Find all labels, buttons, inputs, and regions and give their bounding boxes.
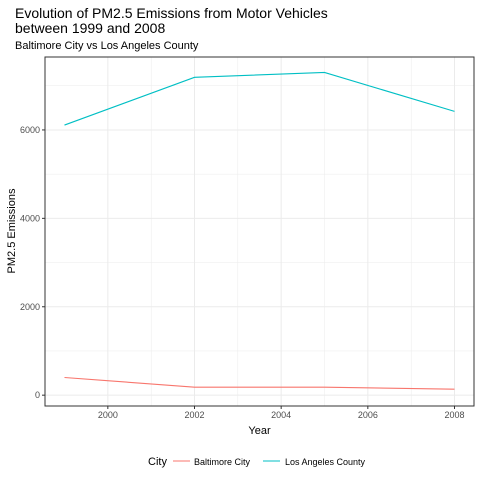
panel-border bbox=[44, 56, 475, 407]
x-tick-label: 2006 bbox=[358, 410, 378, 420]
x-tick-label: 2000 bbox=[98, 410, 118, 420]
x-tick-label: 2004 bbox=[271, 410, 291, 420]
legend-label: Baltimore City bbox=[194, 457, 251, 467]
y-axis-ticks: 0 2000 4000 6000 bbox=[20, 125, 45, 400]
legend-title: City bbox=[148, 456, 167, 468]
series-lines bbox=[64, 71, 455, 390]
legend: City Baltimore City Los Angeles County bbox=[148, 456, 366, 468]
series-line-baltimore-city bbox=[64, 376, 455, 390]
y-axis-title: PM2.5 Emissions bbox=[6, 188, 18, 273]
y-tick-label: 2000 bbox=[20, 302, 40, 312]
x-tick-label: 2008 bbox=[444, 410, 464, 420]
y-tick-label: 6000 bbox=[20, 125, 40, 135]
series-line-los-angeles-county bbox=[64, 71, 455, 126]
x-tick-label: 2002 bbox=[184, 410, 204, 420]
x-axis-ticks: 2000 2002 2004 2006 2008 bbox=[98, 406, 465, 420]
legend-label: Los Angeles County bbox=[285, 457, 366, 467]
x-axis-title: Year bbox=[248, 425, 271, 437]
chart-title: Evolution of PM2.5 Emissions from Motor … bbox=[15, 5, 328, 36]
chart-subtitle: Baltimore City vs Los Angeles County bbox=[15, 40, 199, 52]
y-tick-label: 4000 bbox=[20, 213, 40, 223]
grid bbox=[44, 56, 475, 407]
y-tick-label: 0 bbox=[35, 390, 40, 400]
